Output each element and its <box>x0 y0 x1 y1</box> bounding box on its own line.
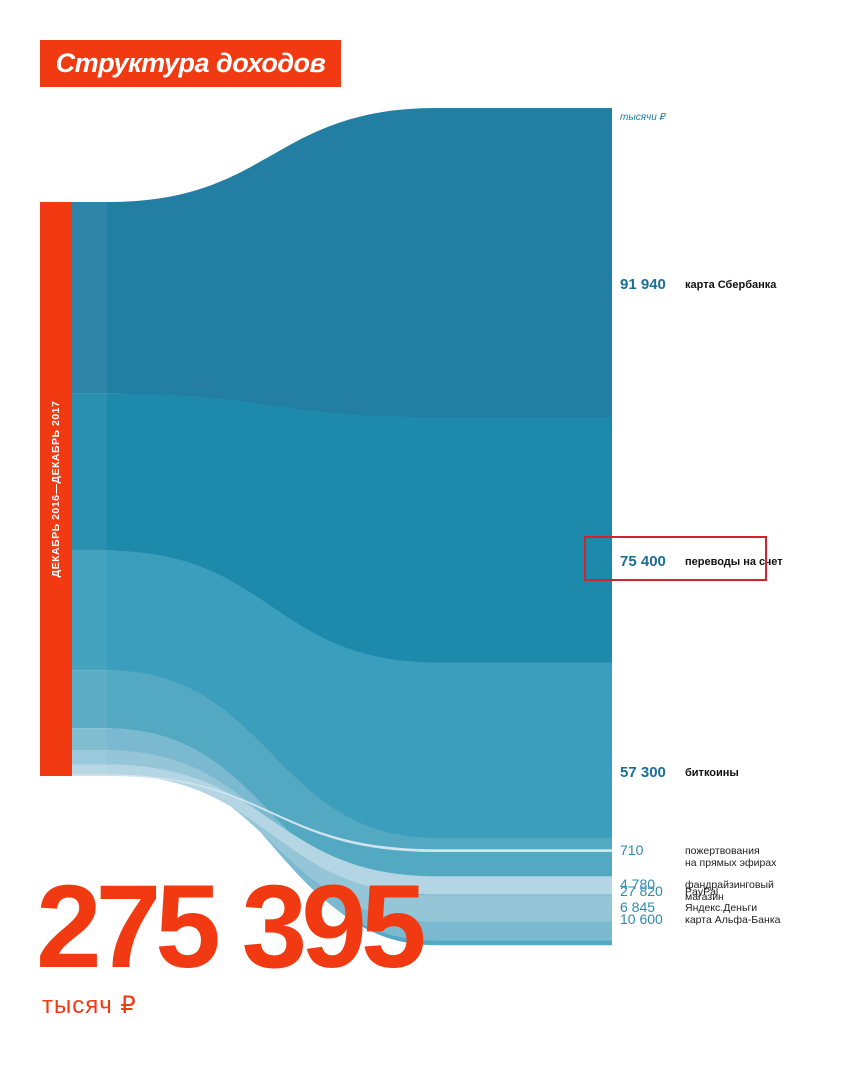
flow-value: 6 845 <box>620 899 656 916</box>
flow-category-label: пожертвования на прямых эфирах <box>685 844 777 869</box>
flow-category-label: Яндекс.Деньги <box>685 902 758 915</box>
flow-category-label: фандрайзинговый магазин <box>685 879 774 904</box>
flow-value: 710 <box>620 841 644 858</box>
sankey-flow-2 <box>107 393 612 708</box>
sankey-source-segment <box>72 670 107 729</box>
sankey-flow-3 <box>107 550 612 884</box>
sankey-flow-6 <box>107 750 612 922</box>
sankey-source-segment <box>72 764 107 775</box>
flow-value: 27 820 <box>620 882 663 899</box>
flow-category-label: биткоины <box>685 766 739 779</box>
flow-value: 91 940 <box>620 276 666 294</box>
total-unit: тысяч ₽ <box>42 992 137 1019</box>
sankey-flow-5 <box>107 728 612 941</box>
sankey-flow-1 <box>107 108 612 463</box>
highlight-box <box>584 536 767 581</box>
flow-category-label: карта Сбербанка <box>685 279 777 292</box>
page-title: Структура доходов <box>40 40 341 87</box>
flow-value: 57 300 <box>620 763 666 781</box>
sankey-source-segment <box>72 202 107 394</box>
period-bar <box>40 202 72 776</box>
unit-note: тысячи ₽ <box>620 112 666 123</box>
flow-value: 10 600 <box>620 911 663 928</box>
sankey-source-segment <box>72 393 107 551</box>
flow-category-label: карта Альфа-Банка <box>685 914 781 927</box>
flow-category-label: переводы на счет <box>685 556 783 569</box>
sankey-source-segment <box>72 728 107 751</box>
total-value: 275 395 <box>36 861 427 993</box>
sankey-source-segment <box>72 750 107 765</box>
flow-value: 4 780 <box>620 876 656 893</box>
sankey-source-segment <box>72 774 107 776</box>
sankey-source-segment <box>72 550 107 671</box>
flow-value: 75 400 <box>620 553 666 571</box>
flow-category-label: PayPal <box>685 885 719 898</box>
